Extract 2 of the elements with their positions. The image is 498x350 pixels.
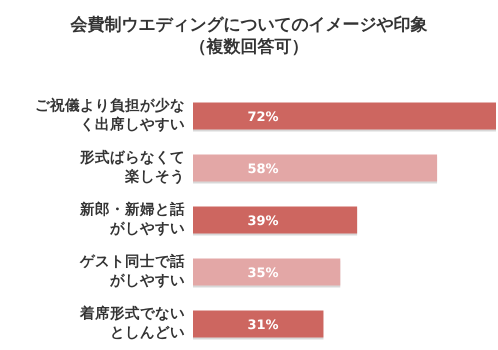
subtitle: （複数回答可）: [190, 37, 308, 57]
title: 会費制ウエディングについてのイメージや印象: [70, 15, 428, 35]
